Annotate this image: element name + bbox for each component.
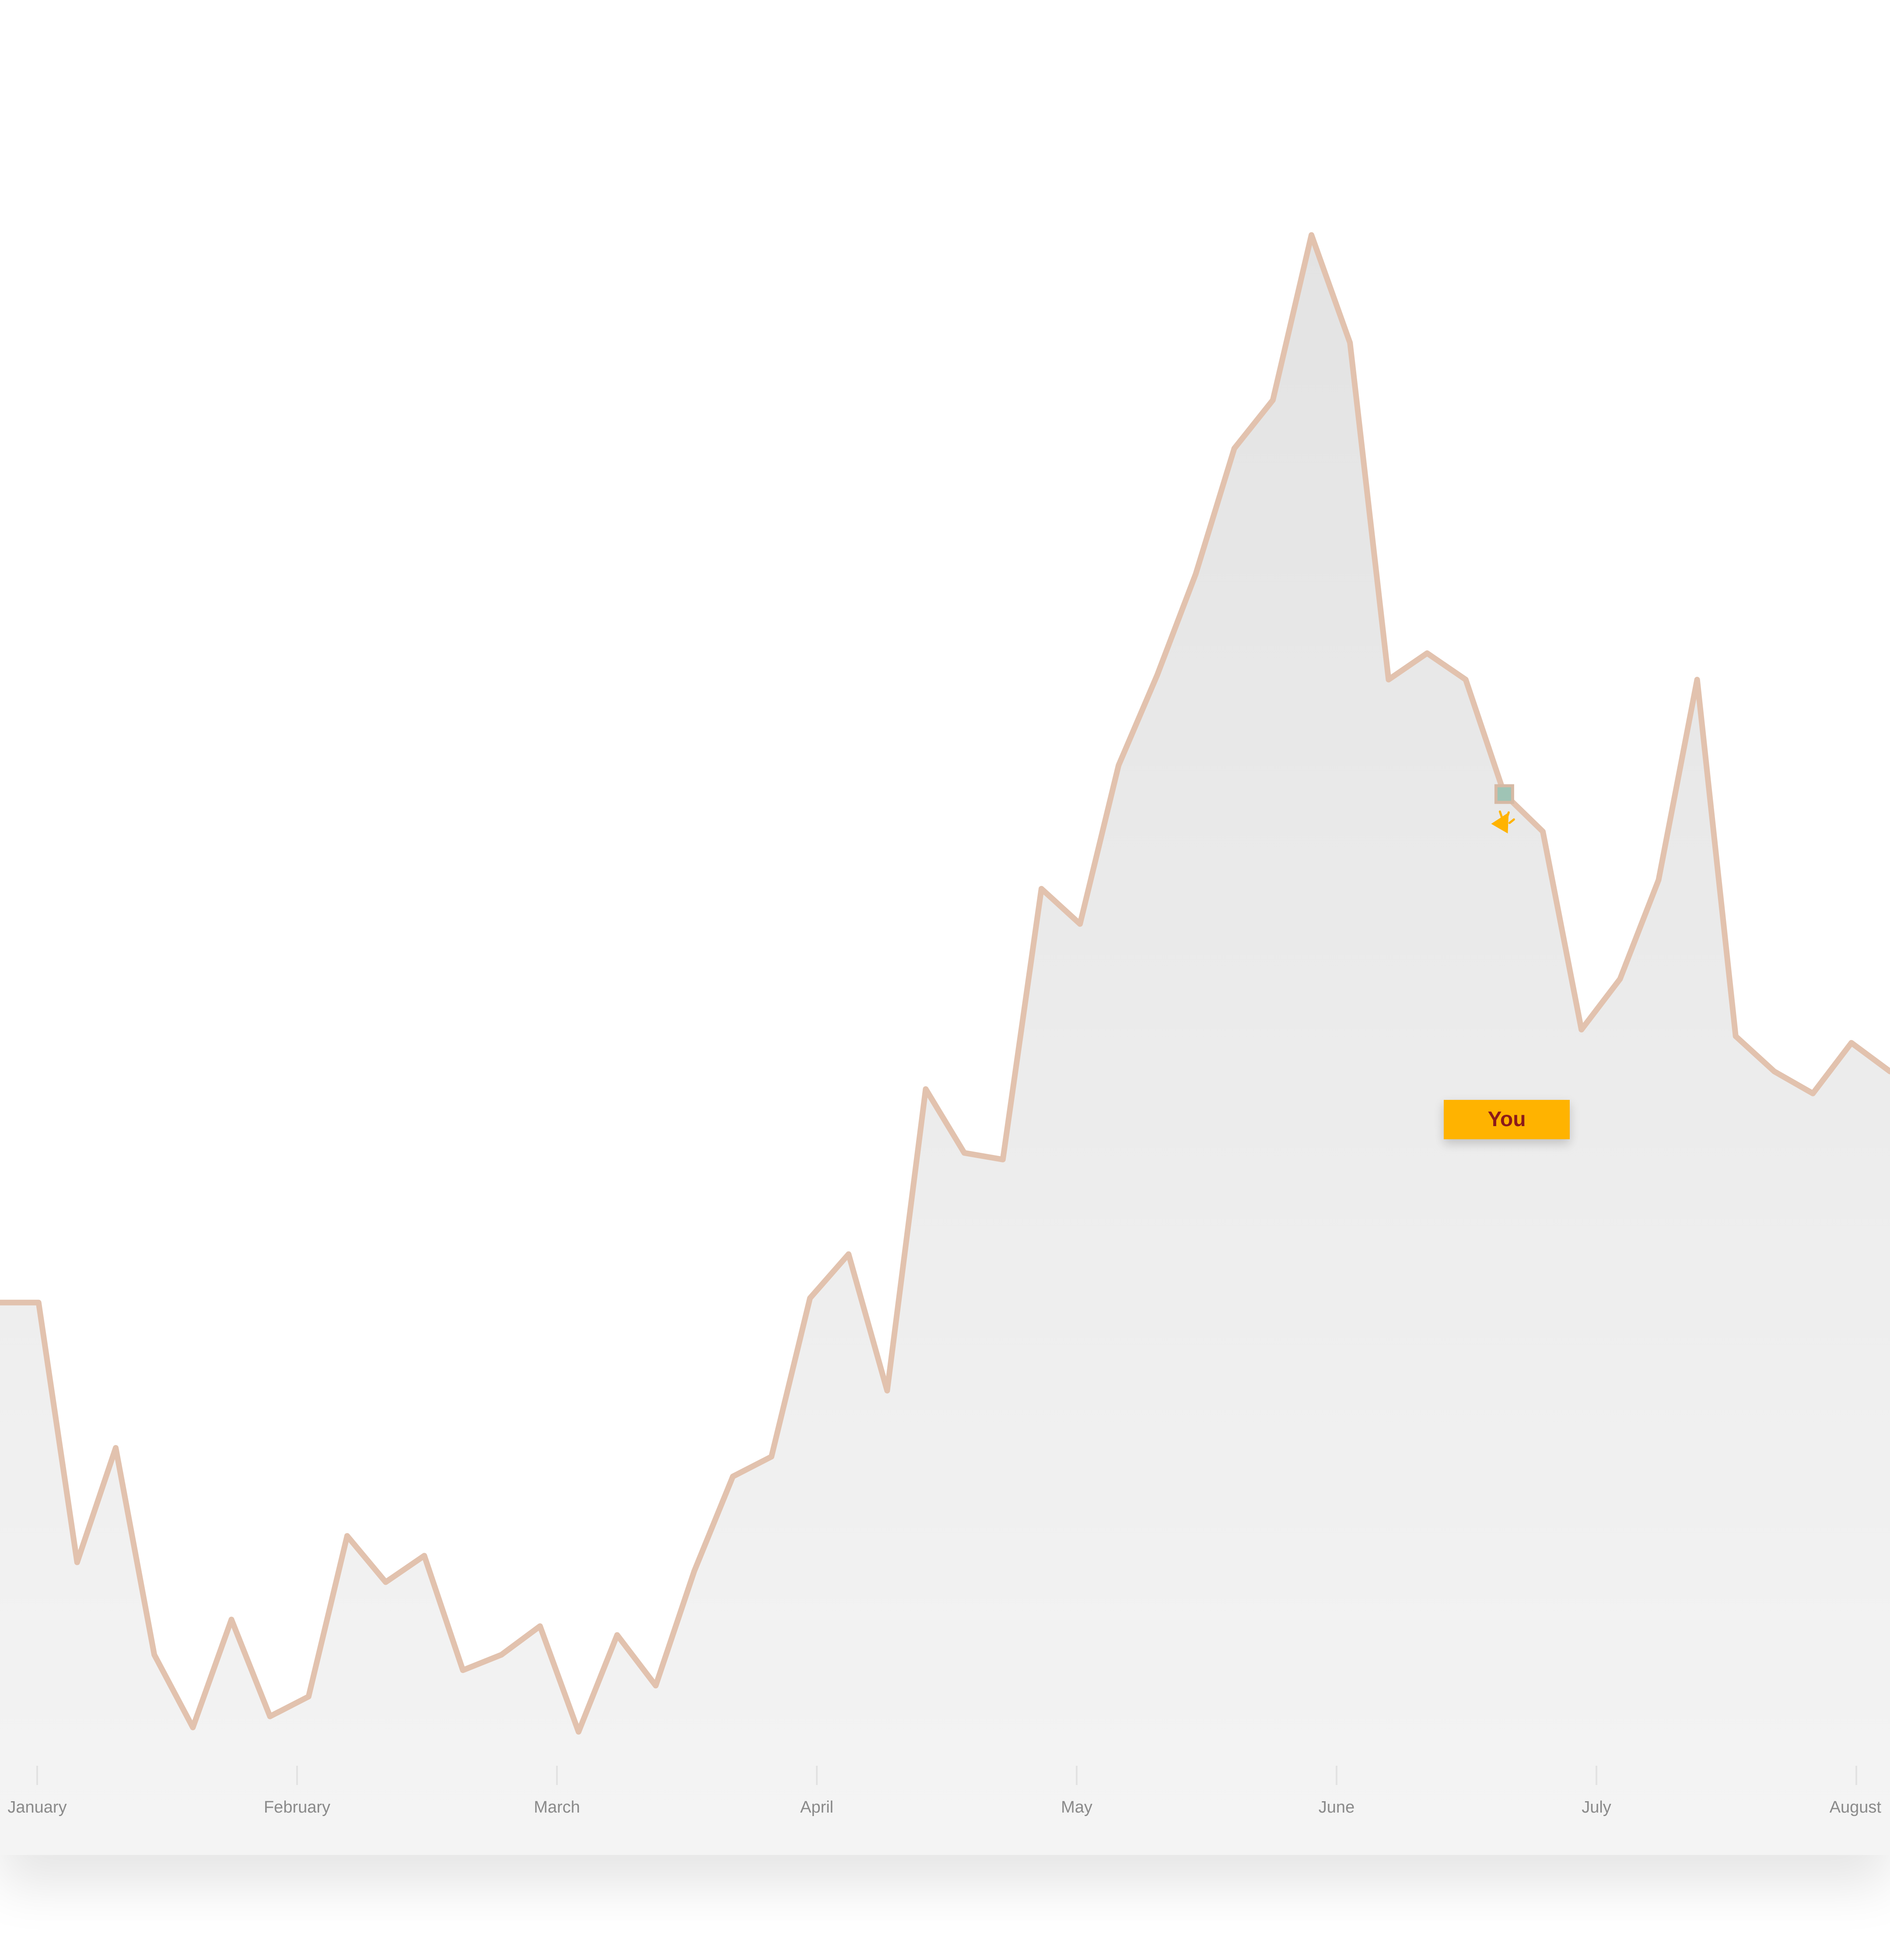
data-point [537,1624,542,1629]
data-point [36,1300,41,1305]
x-tick-label: February [264,1798,330,1816]
data-point [190,1725,196,1730]
data-point [576,1729,581,1734]
data-point [152,1652,157,1657]
data-point [730,1474,735,1479]
spark-icon [1508,818,1515,824]
data-point [1733,1034,1738,1039]
data-point [460,1668,466,1673]
data-point [1540,829,1546,834]
data-point [1617,976,1623,982]
chart-card: January February March April May June July Augu… [0,232,1890,1855]
data-point [1348,340,1353,346]
data-point [769,1454,774,1460]
data-point [1232,446,1237,451]
data-point [306,1694,311,1699]
data-point [1386,677,1391,682]
pointer-icon [1491,812,1509,834]
data-point [1424,651,1430,656]
x-tick-label: March [534,1798,580,1816]
data-point [1000,1157,1005,1162]
highlight-point-marker [1494,784,1514,804]
data-point [962,1150,967,1155]
series-line-layer [0,232,1890,1735]
spark-icon [1505,811,1510,822]
data-point [1309,232,1314,238]
data-point [885,1388,890,1393]
data-point [1078,921,1083,927]
you-highlight-label: You [1444,1100,1570,1139]
data-point [1579,1027,1584,1032]
data-point [383,1579,388,1585]
data-point [1694,677,1700,682]
data-point [229,1617,234,1622]
series-area [0,235,1890,1855]
area-chart: January February March April May June July Augu… [0,232,1890,1855]
data-point [1193,571,1198,577]
data-point [74,1560,80,1565]
x-tick-label: April [800,1798,833,1816]
series-line [0,232,1890,1735]
x-tick-label: January [7,1798,66,1816]
x-tick-label: June [1319,1798,1354,1816]
data-point [1116,763,1121,768]
data-point [113,1445,119,1450]
data-point [846,1252,851,1257]
x-tick-label: July [1582,1798,1611,1816]
data-point [692,1568,697,1574]
data-point [1810,1091,1816,1096]
data-point [345,1533,350,1539]
area-fill-layer [0,235,1890,1855]
data-point [1270,397,1275,402]
data-point [807,1295,812,1301]
data-point [422,1553,427,1558]
x-tick-label: May [1061,1798,1092,1816]
data-point [1656,877,1661,882]
data-point [1155,672,1160,678]
data-point [615,1632,620,1638]
data-point [653,1683,658,1688]
data-point [267,1714,273,1719]
x-axis: January February March April May June July Augu… [7,1766,1881,1816]
x-tick-label: August [1830,1798,1882,1816]
spark-icon [1498,810,1504,821]
data-point [1039,886,1044,891]
highlight-marker-layer [1491,784,1515,834]
data-point [923,1086,928,1092]
data-point [499,1652,504,1657]
data-point [1463,677,1468,682]
data-point [1849,1040,1854,1046]
data-point [1772,1069,1777,1074]
